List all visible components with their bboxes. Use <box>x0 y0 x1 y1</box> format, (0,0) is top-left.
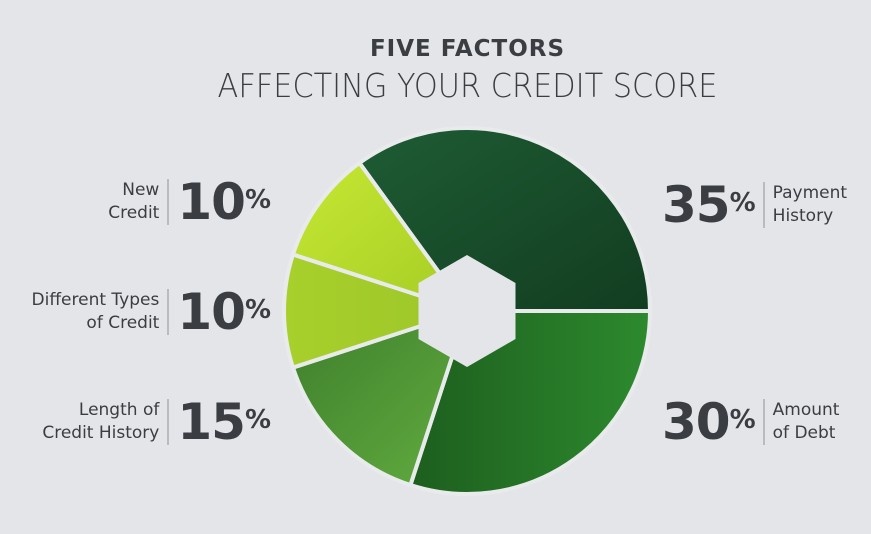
chart-title: FIVE FACTORS <box>369 36 566 62</box>
pct-length-of-credit-history: 15% <box>177 393 271 451</box>
divider <box>762 399 765 445</box>
slice-different-types-of-credit <box>282 252 469 370</box>
divider <box>167 179 170 225</box>
label-line: Credit <box>108 203 160 223</box>
pct-payment-history: 35% <box>662 176 756 234</box>
label-line: History <box>772 206 834 226</box>
pct-different-types-of-credit: 10% <box>177 283 271 341</box>
chart-subtitle: AFFECTING YOUR CREDIT SCORE <box>217 66 718 105</box>
slice-payment-history <box>357 126 652 313</box>
label-payment-history: 35% Payment History <box>662 180 847 230</box>
label-line: of Credit <box>86 313 160 333</box>
label-line: Amount <box>772 400 840 420</box>
pct-new-credit: 10% <box>177 173 271 231</box>
divider <box>167 399 170 445</box>
label-line: New <box>122 180 160 200</box>
center-hexagon <box>418 255 516 367</box>
label-line: of Debt <box>772 423 836 443</box>
pct-amount-of-debt: 30% <box>662 393 756 451</box>
label-different-types-of-credit: Different Types of Credit 10% <box>31 283 271 341</box>
divider <box>167 289 170 335</box>
label-length-of-credit-history: Length of Credit History 15% <box>42 393 271 451</box>
divider <box>762 182 765 228</box>
label-line: Credit History <box>42 423 160 443</box>
label-amount-of-debt: 30% Amount of Debt <box>662 397 839 447</box>
label-new-credit: New Credit 10% <box>108 173 271 231</box>
label-line: Different Types <box>31 290 160 310</box>
slice-new-credit <box>290 160 469 313</box>
label-line: Length of <box>78 400 160 420</box>
label-line: Payment <box>772 183 848 203</box>
